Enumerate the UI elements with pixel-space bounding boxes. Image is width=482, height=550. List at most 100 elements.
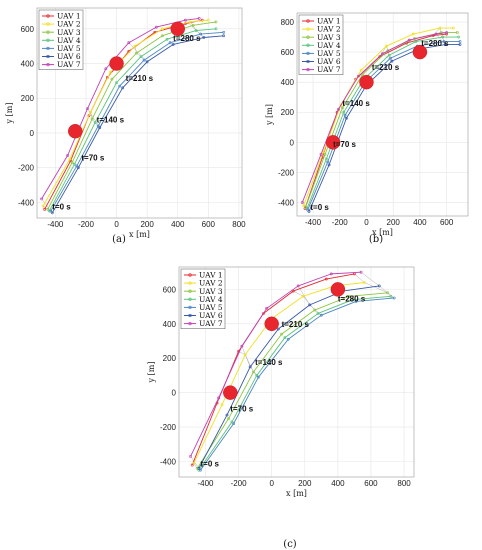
series-point-uav-2 (359, 68, 363, 72)
target-marker (325, 135, 341, 150)
series-point-uav-7 (265, 306, 269, 310)
series-point-uav-7 (300, 201, 304, 204)
target-marker (223, 385, 238, 400)
series-point-uav-6 (197, 466, 201, 470)
x-tick-label: 600 (202, 220, 216, 229)
panel-caption: (c) (283, 539, 297, 550)
legend-label-uav-6: UAV 6 (317, 57, 341, 66)
series-point-uav-2 (68, 157, 72, 161)
series-line-uav-3 (47, 21, 217, 210)
series-point-uav-7 (66, 154, 69, 157)
legend-swatch-marker (188, 273, 192, 277)
legend-swatch-marker (188, 281, 192, 285)
series-point-uav-2 (89, 110, 92, 114)
y-tick-label: 400 (163, 320, 177, 329)
y-tick-label: -400 (160, 458, 177, 467)
legend-label-uav-4: UAV 4 (199, 295, 223, 304)
legend-label-uav-6: UAV 6 (199, 311, 223, 320)
x-tick-label: 600 (364, 479, 378, 488)
series-point-uav-6 (225, 413, 229, 417)
legend-label-uav-1: UAV 1 (317, 17, 341, 26)
series-point-uav-5 (75, 164, 79, 168)
x-tick-label: 0 (114, 220, 119, 229)
series-point-uav-7 (40, 197, 43, 201)
x-tick-label: 200 (298, 479, 312, 488)
axes-frame (36, 7, 243, 219)
series-point-uav-7 (357, 74, 360, 78)
target-marker (330, 282, 346, 297)
y-tick-label: -400 (278, 198, 295, 207)
x-tick-label: 800 (232, 220, 246, 229)
series-line-uav-5 (200, 297, 395, 471)
series-point-uav-7 (104, 67, 108, 71)
series-point-uav-7 (240, 344, 244, 348)
time-annotation: t=280 s (338, 294, 366, 303)
y-axis-label: y [m] (147, 362, 156, 384)
legend-swatch-marker (46, 38, 50, 42)
y-tick-label: 600 (21, 25, 35, 34)
series-point-uav-5 (326, 160, 330, 164)
series-line-uav-4 (198, 295, 391, 471)
series-point-uav-4 (414, 40, 418, 43)
series-point-uav-4 (93, 121, 97, 124)
series-point-uav-7 (197, 17, 201, 20)
panel-caption: (a) (112, 234, 126, 245)
series-point-uav-3 (191, 23, 195, 27)
time-annotation: t=140 s (255, 358, 283, 367)
series-point-uav-4 (214, 27, 218, 31)
x-tick-label: -400 (197, 479, 214, 488)
series-point-uav-2 (109, 70, 112, 74)
series-point-uav-3 (323, 152, 327, 156)
series-point-uav-3 (110, 77, 114, 81)
time-annotation: t=70 s (333, 140, 356, 149)
time-annotation: t=0 s (310, 203, 329, 212)
series-point-uav-2 (385, 44, 388, 48)
legend-label-uav-7: UAV 7 (317, 65, 341, 74)
legend-swatch-marker (306, 59, 310, 64)
series-point-uav-5 (257, 375, 260, 379)
series-point-uav-1 (200, 18, 204, 22)
x-axis-label: x [m] (372, 228, 393, 237)
series-point-uav-3 (280, 332, 284, 336)
y-tick-label: 400 (21, 60, 35, 69)
series-point-uav-7 (189, 454, 192, 458)
series-point-uav-6 (248, 365, 252, 369)
y-tick-label: 600 (163, 285, 177, 294)
series-point-uav-5 (49, 209, 53, 213)
series-point-uav-7 (337, 107, 340, 111)
series-line-uav-5 (50, 31, 224, 212)
legend-swatch-marker (188, 305, 192, 310)
series-point-uav-6 (222, 34, 226, 38)
y-tick-label: 0 (30, 129, 35, 138)
series-point-uav-3 (46, 207, 50, 211)
series-point-uav-4 (342, 110, 346, 114)
legend-label-uav-2: UAV 2 (317, 25, 341, 34)
x-axis-label: x [m] (129, 230, 150, 239)
series-line-uav-7 (190, 271, 362, 457)
series-line-uav-5 (307, 41, 460, 211)
legend-swatch-marker (46, 30, 50, 34)
y-tick-label: 0 (290, 138, 295, 147)
series-point-uav-6 (390, 59, 394, 63)
series-point-uav-5 (142, 58, 146, 62)
series-point-uav-6 (345, 116, 348, 120)
y-tick-label: -400 (18, 198, 35, 207)
legend-label-uav-6: UAV 6 (57, 52, 81, 61)
series-point-uav-3 (227, 417, 231, 420)
series-point-uav-1 (43, 207, 47, 211)
x-tick-label: 0 (364, 218, 369, 227)
series-point-uav-7 (381, 52, 384, 56)
series-point-uav-5 (354, 300, 358, 303)
series-point-uav-5 (392, 296, 396, 300)
target-marker (264, 316, 279, 332)
series-point-uav-4 (230, 420, 234, 424)
y-tick-label: -200 (18, 164, 35, 173)
series-point-uav-5 (458, 40, 462, 43)
y-tick-label: 800 (281, 18, 295, 27)
time-annotation: t=140 s (97, 116, 125, 125)
series-point-uav-4 (115, 81, 118, 85)
series-line-uav-4 (48, 28, 217, 212)
series-point-uav-4 (255, 374, 259, 377)
legend-swatch-marker (46, 46, 50, 51)
